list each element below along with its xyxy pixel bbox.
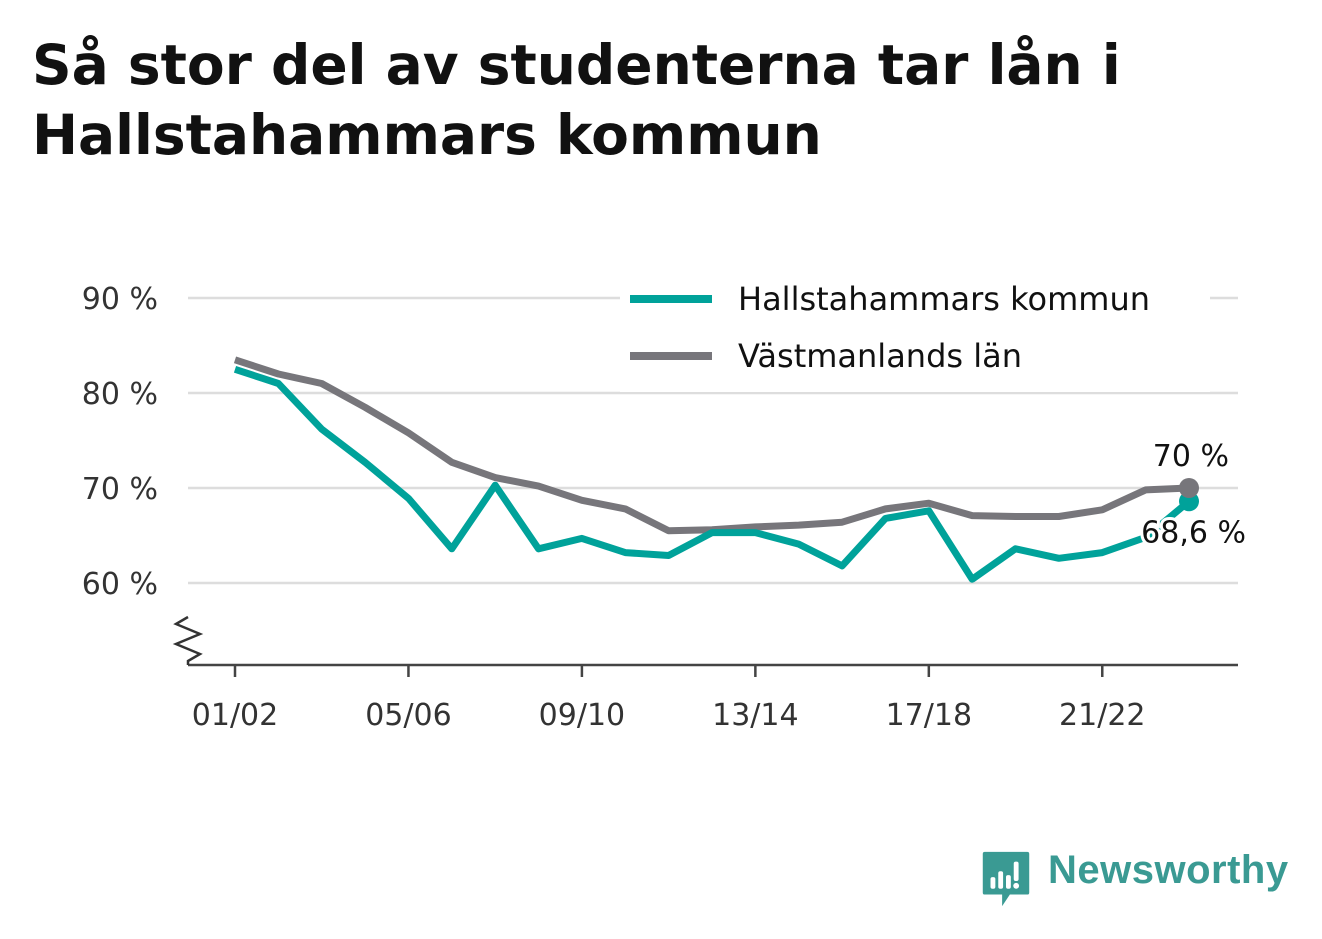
series-lines: [233, 356, 1192, 583]
x-tick-label: 17/18: [886, 698, 972, 733]
x-tick-label: 21/22: [1059, 698, 1145, 733]
y-tick-label: 80 %: [82, 377, 158, 412]
y-tick-label: 70 %: [82, 472, 158, 507]
x-axis-ticks: 01/02 05/06 09/10 13/14 17/18 21/22: [192, 665, 1146, 733]
x-axis: [172, 615, 1238, 667]
newsworthy-logo-icon: [982, 851, 1030, 907]
x-tick-label: 01/02: [192, 698, 278, 733]
legend: Hallstahammars kommun Västmanlands län: [630, 280, 1150, 375]
end-value-label: 68,6 %: [1141, 515, 1246, 550]
legend-box: [620, 282, 1210, 392]
y-tick-label: 90 %: [82, 282, 158, 317]
x-tick-label: 05/06: [365, 698, 451, 733]
brand-name: Newsworthy: [1048, 848, 1289, 892]
series-line: [233, 365, 1192, 583]
x-tick-label: 09/10: [539, 698, 625, 733]
legend-background: [620, 282, 1210, 392]
chart-title: Så stor del av studenterna tar lån i Hal…: [32, 33, 1121, 167]
y-axis-ticks: 60 % 70 % 80 % 90 %: [82, 282, 158, 602]
legend-label: Hallstahammars kommun: [738, 280, 1150, 318]
end-value-label: 70 %: [1153, 439, 1229, 474]
axis-break-icon: [172, 615, 204, 665]
y-tick-label: 60 %: [82, 567, 158, 602]
series-endpoints: 68,6 % 70 %: [1138, 436, 1249, 553]
series-endpoint: [1179, 478, 1199, 498]
x-tick-label: 13/14: [712, 698, 798, 733]
legend-label: Västmanlands län: [738, 337, 1022, 375]
